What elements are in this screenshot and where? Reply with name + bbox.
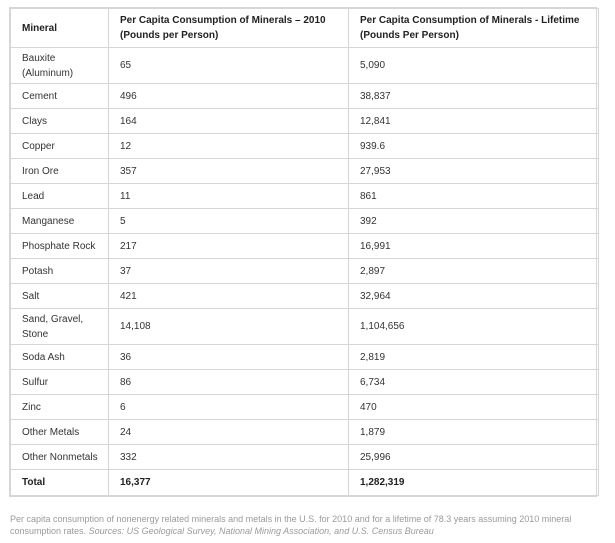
table-row: Potash 37 2,897: [10, 258, 599, 284]
cell-mineral: Other Metals: [10, 419, 109, 445]
minerals-consumption-table: Mineral Per Capita Consumption of Minera…: [10, 8, 599, 496]
cell-lifetime: 861: [348, 183, 599, 209]
cell-2010: 24: [108, 419, 349, 445]
cell-mineral: Cement: [10, 83, 109, 109]
table-row: Zinc 6 470: [10, 394, 599, 420]
table-total-row: Total 16,377 1,282,319: [10, 469, 599, 496]
cell-mineral: Zinc: [10, 394, 109, 420]
cell-mineral: Sulfur: [10, 369, 109, 395]
table-header-row: Mineral Per Capita Consumption of Minera…: [10, 8, 599, 48]
cell-lifetime: 2,819: [348, 344, 599, 370]
table-row: Soda Ash 36 2,819: [10, 344, 599, 370]
cell-2010: 5: [108, 208, 349, 234]
cell-lifetime: 12,841: [348, 108, 599, 134]
header-consumption-lifetime: Per Capita Consumption of Minerals - Lif…: [348, 8, 599, 48]
table-row: Bauxite (Aluminum) 65 5,090: [10, 47, 599, 84]
cell-lifetime: 2,897: [348, 258, 599, 284]
cell-mineral: Sand, Gravel, Stone: [10, 308, 109, 345]
cell-lifetime: 939.6: [348, 133, 599, 159]
cell-lifetime: 16,991: [348, 233, 599, 259]
cell-lifetime: 392: [348, 208, 599, 234]
total-label: Total: [10, 469, 109, 496]
cell-mineral: Lead: [10, 183, 109, 209]
cell-2010: 332: [108, 444, 349, 470]
table-row: Sand, Gravel, Stone 14,108 1,104,656: [10, 308, 599, 345]
cell-2010: 14,108: [108, 308, 349, 345]
cell-2010: 217: [108, 233, 349, 259]
cell-mineral: Salt: [10, 283, 109, 309]
cell-mineral: Clays: [10, 108, 109, 134]
cell-mineral: Iron Ore: [10, 158, 109, 184]
table-row: Other Nonmetals 332 25,996: [10, 444, 599, 470]
cell-mineral: Manganese: [10, 208, 109, 234]
table-caption: Per capita consumption of nonenergy rela…: [10, 513, 600, 537]
cell-lifetime: 470: [348, 394, 599, 420]
cell-2010: 65: [108, 47, 349, 84]
cell-lifetime: 1,104,656: [348, 308, 599, 345]
table-row: Other Metals 24 1,879: [10, 419, 599, 445]
cell-2010: 357: [108, 158, 349, 184]
table-row: Manganese 5 392: [10, 208, 599, 234]
header-consumption-2010: Per Capita Consumption of Minerals – 201…: [108, 8, 349, 48]
cell-lifetime: 27,953: [348, 158, 599, 184]
total-2010: 16,377: [108, 469, 349, 496]
cell-2010: 11: [108, 183, 349, 209]
cell-lifetime: 6,734: [348, 369, 599, 395]
cell-lifetime: 38,837: [348, 83, 599, 109]
cell-mineral: Other Nonmetals: [10, 444, 109, 470]
cell-mineral: Phosphate Rock: [10, 233, 109, 259]
minerals-table-container: Mineral Per Capita Consumption of Minera…: [9, 7, 599, 497]
cell-lifetime: 5,090: [348, 47, 599, 84]
table-row: Copper 12 939.6: [10, 133, 599, 159]
caption-sources: Sources: US Geological Survey, National …: [88, 526, 434, 536]
table-row: Lead 11 861: [10, 183, 599, 209]
cell-2010: 496: [108, 83, 349, 109]
table-row: Salt 421 32,964: [10, 283, 599, 309]
cell-2010: 36: [108, 344, 349, 370]
table-row: Sulfur 86 6,734: [10, 369, 599, 395]
cell-2010: 37: [108, 258, 349, 284]
table-row: Iron Ore 357 27,953: [10, 158, 599, 184]
cell-mineral: Copper: [10, 133, 109, 159]
cell-lifetime: 1,879: [348, 419, 599, 445]
total-lifetime: 1,282,319: [348, 469, 599, 496]
table-row: Cement 496 38,837: [10, 83, 599, 109]
header-mineral: Mineral: [10, 8, 109, 48]
cell-2010: 6: [108, 394, 349, 420]
caption-text: Per capita consumption of nonenergy rela…: [10, 514, 572, 536]
cell-mineral: Potash: [10, 258, 109, 284]
cell-2010: 421: [108, 283, 349, 309]
cell-2010: 12: [108, 133, 349, 159]
cell-mineral: Soda Ash: [10, 344, 109, 370]
table-row: Phosphate Rock 217 16,991: [10, 233, 599, 259]
table-row: Clays 164 12,841: [10, 108, 599, 134]
cell-lifetime: 32,964: [348, 283, 599, 309]
cell-mineral: Bauxite (Aluminum): [10, 47, 109, 84]
cell-2010: 86: [108, 369, 349, 395]
cell-2010: 164: [108, 108, 349, 134]
cell-lifetime: 25,996: [348, 444, 599, 470]
